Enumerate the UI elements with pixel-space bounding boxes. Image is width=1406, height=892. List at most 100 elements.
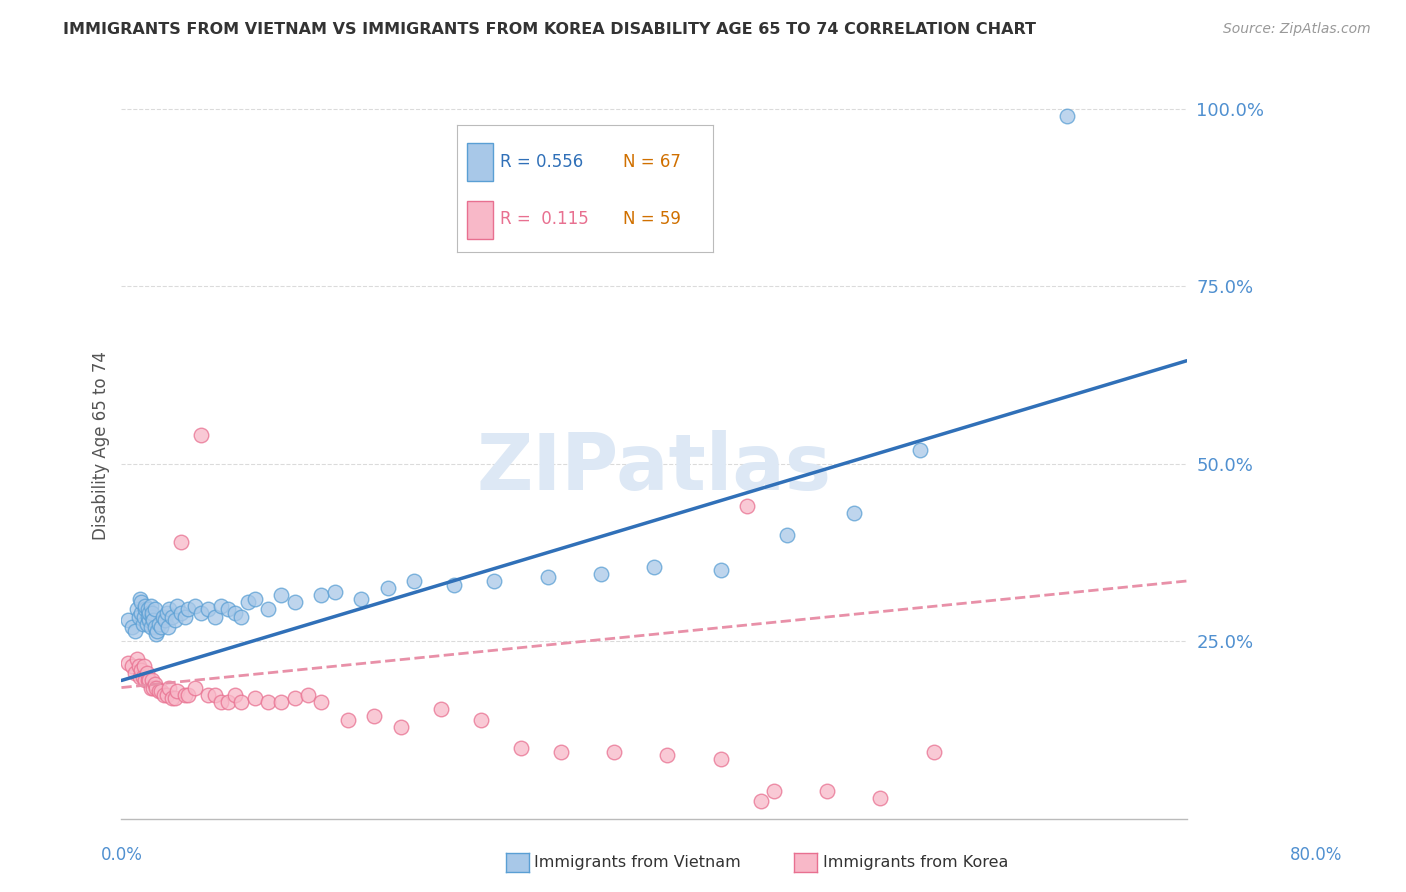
Point xyxy=(131,606,153,620)
Point xyxy=(131,595,153,609)
Point xyxy=(470,713,492,727)
Point xyxy=(183,599,205,613)
Point xyxy=(231,609,253,624)
Point xyxy=(145,681,167,695)
Text: IMMIGRANTS FROM VIETNAM VS IMMIGRANTS FROM KOREA DISABILITY AGE 65 TO 74 CORRELA: IMMIGRANTS FROM VIETNAM VS IMMIGRANTS FR… xyxy=(63,22,1036,37)
Point xyxy=(910,442,932,457)
Point xyxy=(138,606,160,620)
Point xyxy=(197,602,219,616)
Point xyxy=(139,599,162,613)
Point xyxy=(150,684,173,698)
Point xyxy=(166,599,188,613)
Point xyxy=(136,673,159,688)
Point xyxy=(589,566,612,581)
Point xyxy=(443,577,465,591)
Point xyxy=(224,688,246,702)
Point xyxy=(157,681,180,695)
Point xyxy=(174,609,197,624)
Point xyxy=(197,688,219,702)
Point xyxy=(236,595,259,609)
Point xyxy=(157,602,180,616)
Point xyxy=(710,563,733,577)
Point xyxy=(243,691,266,706)
Point xyxy=(143,602,166,616)
Point xyxy=(430,702,453,716)
Point xyxy=(153,688,176,702)
Point xyxy=(127,602,149,616)
Text: Immigrants from Vietnam: Immigrants from Vietnam xyxy=(534,855,741,870)
Point xyxy=(143,677,166,691)
Point xyxy=(204,609,226,624)
Point xyxy=(160,691,183,706)
Point xyxy=(150,620,173,634)
Point xyxy=(336,713,359,727)
Point xyxy=(603,745,626,759)
Point xyxy=(776,528,799,542)
Point xyxy=(155,613,177,627)
Point xyxy=(643,559,665,574)
Point xyxy=(138,673,160,688)
Point xyxy=(163,613,186,627)
Point xyxy=(121,620,143,634)
Point xyxy=(762,783,785,797)
Point xyxy=(283,691,305,706)
Point xyxy=(283,595,305,609)
Point xyxy=(842,507,865,521)
Point xyxy=(141,673,163,688)
Point xyxy=(148,616,170,631)
Point xyxy=(869,790,891,805)
Point xyxy=(217,602,239,616)
Point xyxy=(484,574,506,588)
Point xyxy=(224,606,246,620)
Point xyxy=(550,745,572,759)
Point xyxy=(160,609,183,624)
Point xyxy=(156,688,179,702)
Point xyxy=(132,659,155,673)
Text: 0.0%: 0.0% xyxy=(101,846,143,863)
Point xyxy=(177,688,200,702)
Point xyxy=(134,673,156,688)
Point xyxy=(170,535,193,549)
Point xyxy=(749,794,772,808)
Point xyxy=(157,620,180,634)
Point xyxy=(143,620,166,634)
Text: 80.0%: 80.0% xyxy=(1291,846,1343,863)
Point xyxy=(156,606,179,620)
Point xyxy=(124,666,146,681)
Point xyxy=(131,663,153,677)
Point xyxy=(270,588,292,602)
Point xyxy=(404,574,426,588)
Point xyxy=(136,602,159,616)
Text: ZIPatlas: ZIPatlas xyxy=(477,430,831,507)
Point xyxy=(350,591,373,606)
Point xyxy=(183,681,205,695)
Text: Immigrants from Korea: Immigrants from Korea xyxy=(823,855,1008,870)
Point xyxy=(297,688,319,702)
Point xyxy=(363,709,385,723)
Point xyxy=(129,670,152,684)
Point xyxy=(138,613,160,627)
Point xyxy=(124,624,146,638)
Point xyxy=(323,584,346,599)
Point xyxy=(190,428,212,442)
Point xyxy=(209,599,232,613)
Point xyxy=(190,606,212,620)
Point xyxy=(121,659,143,673)
Point xyxy=(174,688,197,702)
Point xyxy=(128,659,150,673)
Point xyxy=(257,602,280,616)
Point xyxy=(132,670,155,684)
Point xyxy=(152,609,174,624)
Point xyxy=(217,695,239,709)
Point xyxy=(170,606,193,620)
Point xyxy=(136,609,159,624)
Point xyxy=(142,613,165,627)
Point xyxy=(922,745,945,759)
Point xyxy=(1056,109,1078,123)
Point xyxy=(135,666,157,681)
Point xyxy=(132,616,155,631)
Point xyxy=(142,681,165,695)
Point xyxy=(141,606,163,620)
Point xyxy=(139,620,162,634)
Point xyxy=(166,684,188,698)
